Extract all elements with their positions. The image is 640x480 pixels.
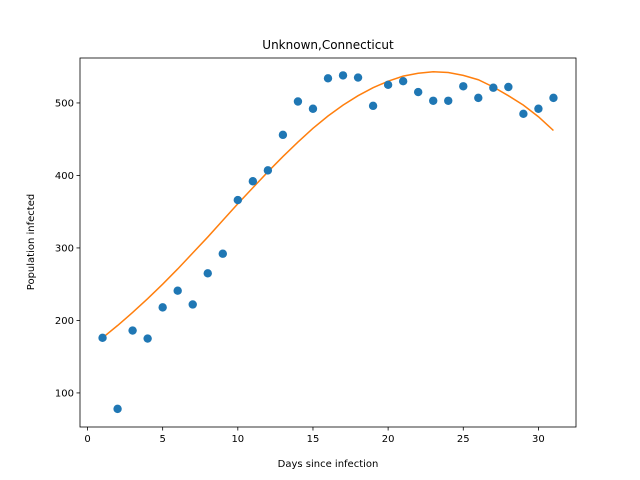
data-point xyxy=(413,87,423,97)
data-point xyxy=(383,80,393,90)
data-point xyxy=(188,300,197,309)
y-axis: 100 200 300 400 500 xyxy=(55,98,80,399)
data-point xyxy=(519,109,528,119)
x-tick-label: 30 xyxy=(532,434,545,445)
data-point xyxy=(233,195,243,205)
x-tick-label: 20 xyxy=(382,434,395,445)
data-point xyxy=(368,101,378,111)
data-point xyxy=(338,71,348,80)
data-point xyxy=(534,104,543,113)
data-point xyxy=(263,166,273,175)
y-axis-label: Population infected xyxy=(26,194,37,290)
data-point xyxy=(459,82,468,91)
x-tick-label: 0 xyxy=(84,434,90,445)
data-point xyxy=(308,104,318,113)
data-point xyxy=(173,286,182,295)
y-tick-label: 500 xyxy=(55,98,74,109)
scatter-points-layer xyxy=(98,71,558,414)
fit-line-layer xyxy=(102,71,554,339)
data-point xyxy=(248,177,258,186)
data-point xyxy=(143,334,152,343)
data-point xyxy=(429,96,438,105)
y-tick-label: 400 xyxy=(55,171,74,182)
x-tick-label: 25 xyxy=(457,434,470,445)
data-point xyxy=(293,97,303,106)
data-point xyxy=(549,93,558,103)
data-point xyxy=(444,96,453,105)
data-point xyxy=(474,93,483,103)
data-point xyxy=(128,326,137,335)
x-tick-label: 15 xyxy=(307,434,320,445)
chart-title: Unknown,Connecticut xyxy=(262,38,394,52)
data-point xyxy=(489,83,498,92)
data-point xyxy=(398,76,408,86)
plot-area xyxy=(79,57,577,428)
data-point xyxy=(353,73,363,82)
data-point xyxy=(278,130,288,140)
y-tick-label: 100 xyxy=(55,388,74,399)
data-point xyxy=(218,249,227,258)
data-point xyxy=(504,82,513,92)
x-tick-label: 5 xyxy=(159,434,165,445)
data-point xyxy=(113,404,122,414)
fit-line xyxy=(102,71,554,339)
data-point xyxy=(158,303,167,312)
x-axis-label: Days since infection xyxy=(278,459,379,470)
data-point xyxy=(203,269,212,278)
data-point xyxy=(98,333,107,343)
x-tick-label: 10 xyxy=(231,434,244,445)
y-tick-label: 200 xyxy=(55,316,74,327)
x-axis: 0 5 10 15 20 25 30 xyxy=(84,427,545,445)
data-point xyxy=(323,74,333,83)
y-tick-label: 300 xyxy=(55,243,74,254)
